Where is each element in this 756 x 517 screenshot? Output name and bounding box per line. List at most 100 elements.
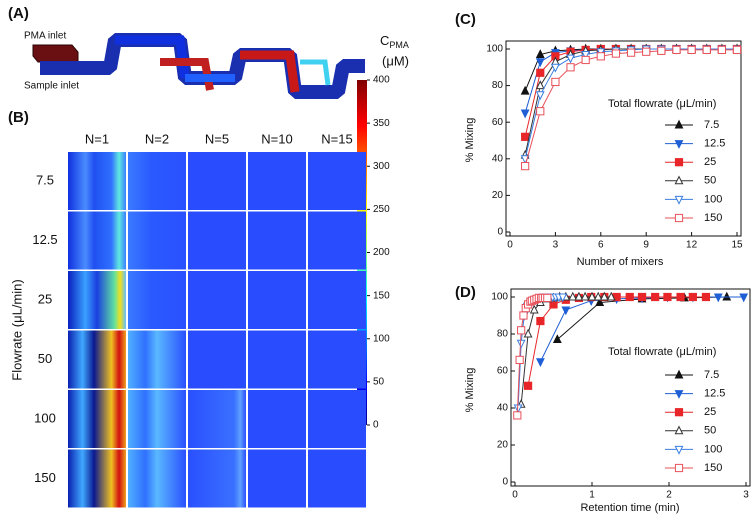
marker — [739, 293, 749, 303]
marker — [651, 292, 660, 302]
y-tick-label: 100 — [491, 292, 508, 303]
marker — [701, 292, 711, 302]
legend-label: 7.5 — [704, 119, 719, 131]
x-tick-label: 15 — [731, 240, 743, 251]
marker — [520, 85, 530, 95]
marker — [551, 77, 560, 87]
x-tick-label: 3 — [553, 240, 559, 251]
inlet-label: Sample inlet — [24, 81, 79, 92]
marker — [523, 328, 533, 338]
heatmap-cell — [308, 271, 366, 329]
heatmap-cell — [308, 152, 366, 210]
marker — [561, 306, 571, 316]
legend-marker — [674, 408, 684, 417]
marker — [663, 292, 672, 302]
row-label: 12.5 — [32, 232, 57, 247]
y-tick-label: 0 — [502, 477, 508, 488]
heatmap-cell — [248, 390, 306, 448]
y-tick-label: 60 — [497, 366, 509, 377]
y-tick-label: 40 — [497, 403, 509, 414]
column-header: N=10 — [261, 131, 292, 146]
heatmap-cell — [248, 271, 306, 329]
marker — [732, 45, 742, 55]
marker — [568, 291, 578, 301]
legend-label: 25 — [704, 406, 716, 418]
heatmap-cell — [248, 449, 306, 508]
column-header: N=15 — [321, 131, 352, 146]
marker — [536, 68, 545, 77]
marker — [595, 297, 605, 307]
legend-label: 7.5 — [704, 369, 719, 381]
marker — [543, 293, 552, 303]
marker — [688, 292, 697, 302]
x-axis-label: Retention time (min) — [580, 502, 679, 514]
legend-marker — [674, 369, 684, 379]
x-tick-label: 3 — [743, 490, 749, 501]
colorbar-subscript: PMA — [389, 40, 409, 50]
marker — [529, 304, 539, 314]
marker — [625, 292, 634, 302]
x-tick-label: 9 — [643, 240, 649, 251]
marker — [722, 291, 732, 301]
y-tick-label: 40 — [492, 153, 504, 164]
panel-label: (C) — [455, 11, 476, 28]
legend-marker — [674, 158, 684, 167]
colorbar-tick-label: 300 — [373, 161, 390, 172]
marker — [536, 358, 545, 368]
heatmap-cell — [128, 390, 186, 448]
legend-label: 150 — [704, 212, 722, 224]
marker — [513, 411, 522, 420]
marker — [552, 334, 562, 344]
marker — [517, 326, 526, 335]
marker — [596, 52, 605, 61]
panel-label: (D) — [455, 284, 476, 301]
marker — [515, 355, 524, 364]
legend-label: 100 — [704, 193, 722, 205]
mixer-render — [32, 33, 365, 99]
heatmap-cell — [308, 449, 366, 508]
row-label: 50 — [38, 351, 52, 366]
colorbar-tick-label: 350 — [373, 118, 390, 129]
marker — [657, 46, 666, 55]
heatmap-cell — [248, 152, 306, 210]
colorbar-tick-label: 0 — [373, 420, 379, 431]
marker — [599, 291, 609, 301]
x-tick-label: 0 — [507, 240, 513, 251]
colorbar-tick-label: 400 — [373, 75, 390, 86]
legend-label: 50 — [704, 175, 716, 187]
heatmap-cell — [68, 152, 126, 210]
heatmap-cell — [188, 390, 246, 448]
y-tick-label: 60 — [492, 117, 504, 128]
marker — [672, 45, 681, 55]
colorbar-tick-label: 150 — [373, 290, 390, 301]
marker — [676, 292, 685, 302]
column-header: N=1 — [85, 131, 109, 146]
marker — [687, 45, 696, 55]
heatmap-cell — [248, 330, 306, 389]
x-tick-label: 12 — [686, 240, 698, 251]
marker — [637, 292, 647, 302]
heatmap-cell — [128, 271, 186, 329]
colorbar-tick-label: 100 — [373, 333, 390, 344]
marker — [713, 293, 723, 303]
x-tick-label: 0 — [512, 490, 518, 501]
row-label: 150 — [34, 470, 56, 485]
heatmap-cell — [188, 152, 246, 210]
legend-marker — [674, 195, 684, 205]
legend-marker — [674, 213, 684, 223]
marker — [523, 381, 533, 390]
legend-title: Total flowrate (μL/min) — [608, 346, 716, 358]
legend-marker — [674, 119, 684, 129]
column-header: N=5 — [205, 131, 229, 146]
row-label: 25 — [38, 291, 52, 306]
x-tick-label: 2 — [666, 490, 672, 501]
marker — [642, 47, 651, 56]
marker — [519, 311, 528, 320]
y-axis-label: Flowrate (μL/min) — [9, 279, 24, 380]
heatmap-cell — [308, 330, 366, 389]
y-tick-label: 80 — [492, 80, 504, 91]
heatmap-cell — [188, 271, 246, 329]
marker — [717, 45, 726, 55]
legend-label: 50 — [704, 425, 716, 437]
y-axis-label: % Mixing — [464, 368, 476, 413]
